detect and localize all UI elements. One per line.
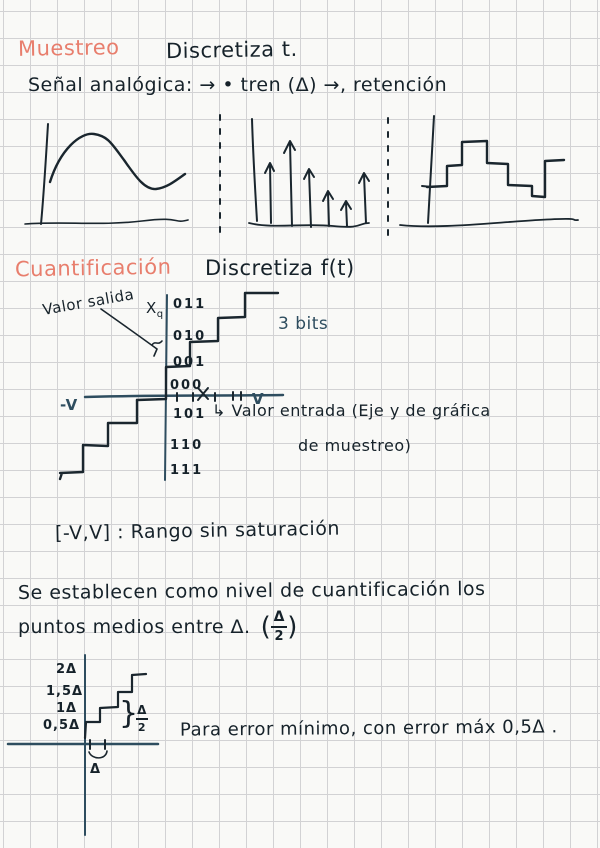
code-label: 101: [173, 407, 207, 422]
levels-text: puntos medios entre Δ.: [18, 615, 251, 638]
impulse-arrow: [303, 168, 315, 228]
analog-curve: [48, 132, 187, 191]
x-axis-ticks: [176, 391, 242, 402]
x-axis-stroke: [83, 393, 285, 399]
y-tick-label: 0,5Δ: [43, 718, 81, 733]
y-tick-label: 1,5Δ: [46, 684, 84, 699]
level-staircase: [83, 672, 148, 740]
baseline-stroke: [24, 218, 189, 225]
impulse-train-sketch: [248, 118, 370, 228]
dashed-divider: [387, 117, 389, 239]
y-tick-label: 1Δ: [56, 701, 78, 716]
y-axis-stroke: [40, 123, 49, 225]
half-delta-fraction: (Δ 2): [260, 609, 298, 644]
analog-signal-sketch: [24, 123, 189, 225]
quantizer-graph: [58, 291, 285, 481]
code-label: 110: [170, 438, 204, 453]
levels-text-line2: puntos medios entre Δ. (Δ 2): [18, 610, 298, 643]
interval-label: Δ: [90, 762, 102, 777]
quantization-heading: Cuantificación: [14, 254, 172, 282]
impulse-arrow: [322, 190, 334, 227]
output-axis-symbol: Xq: [146, 299, 164, 320]
sample-x-mark: [197, 387, 209, 401]
interval-ticks: [89, 739, 106, 750]
interval-cup: [88, 750, 108, 759]
sampling-subheading: Discretiza t.: [165, 36, 298, 64]
baseline-stroke: [248, 222, 370, 228]
y-axis-stroke: [427, 115, 435, 224]
quantizer-staircase-positive: [135, 291, 280, 402]
error-note: Para error mínimo, con error máx 0,5Δ .: [179, 716, 558, 741]
staircase-curve: [425, 139, 566, 199]
sampling-description: Señal analógica: → • tren (Δ) →, retenci…: [28, 74, 448, 96]
axis-break-tilde: [151, 340, 163, 346]
range-note: [-V,V] : Rango sin saturación: [54, 517, 341, 545]
code-label: 000: [170, 378, 204, 393]
levels-text-line1: Se establecen como nivel de cuantificaci…: [17, 577, 486, 605]
impulse-arrow: [358, 172, 370, 224]
midpoint-graph: [6, 654, 160, 836]
retention-sketch: [399, 115, 579, 228]
code-label: 001: [173, 355, 207, 370]
impulse-arrow: [340, 200, 352, 227]
quantizer-staircase-negative: [58, 398, 139, 481]
input-axis-note: ↳ Valor entrada (Eje y de gráfica: [212, 401, 491, 420]
label-connector-arrow: [100, 308, 158, 357]
quantization-subheading: Discretiza f(t): [205, 256, 355, 280]
y-axis-stroke: [251, 118, 258, 222]
impulse-arrow: [283, 140, 296, 227]
baseline-stroke: [399, 217, 579, 228]
input-axis-note: de muestreo): [298, 436, 412, 455]
y-tick-label: 2Δ: [56, 662, 78, 677]
brace-glyph: }: [119, 696, 139, 731]
axis-tick: [421, 185, 433, 188]
x-min-label: -V: [60, 396, 78, 414]
code-label: 111: [170, 463, 204, 478]
impulse-arrow: [264, 162, 275, 224]
code-label: 011: [173, 297, 207, 312]
bits-note: 3 bits: [278, 314, 329, 334]
sampling-heading: Muestreo: [17, 35, 120, 61]
code-label: 010: [173, 329, 207, 344]
dashed-divider: [219, 114, 221, 240]
x-max-label: V: [252, 390, 265, 408]
